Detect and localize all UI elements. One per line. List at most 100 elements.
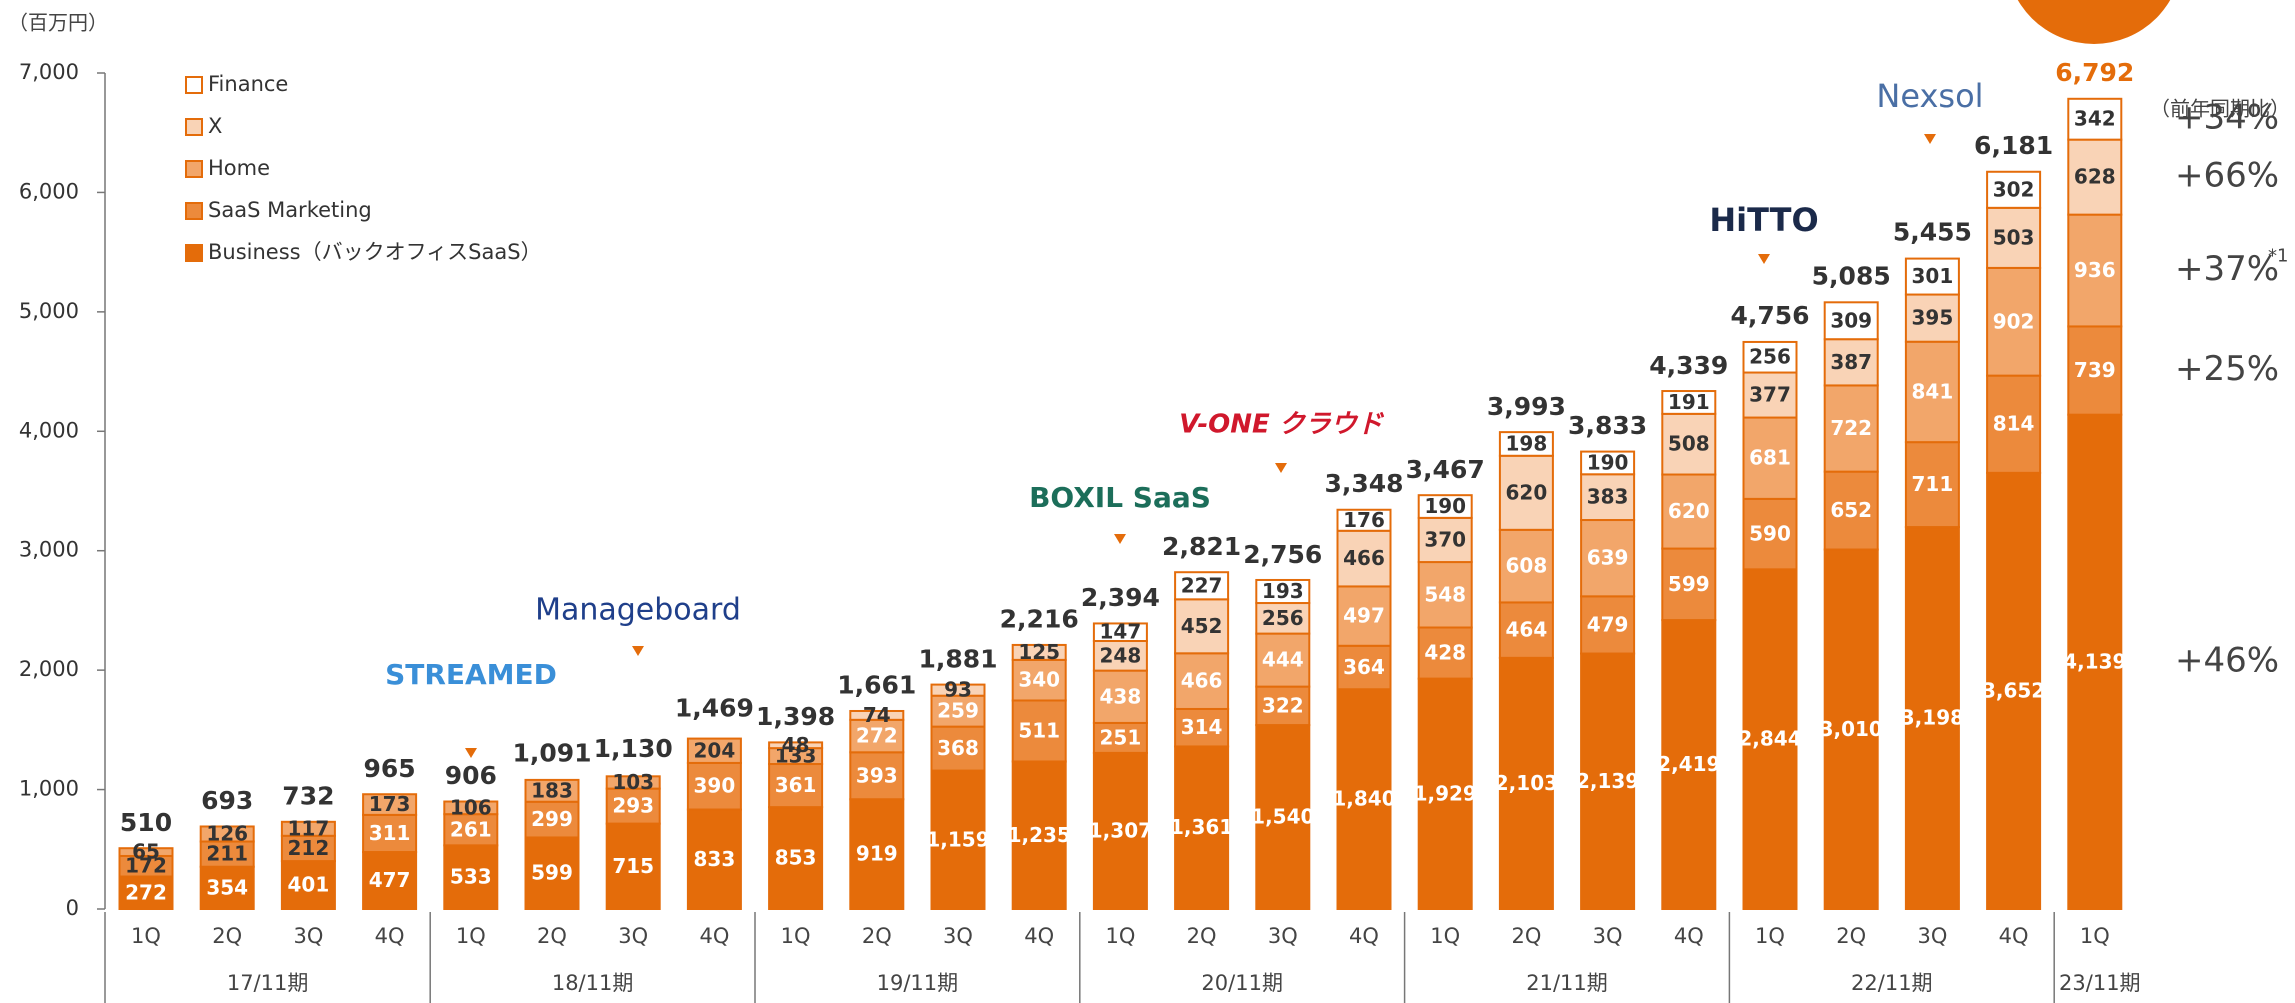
group-label: 17/11期 <box>227 971 309 995</box>
segment-label: 438 <box>1100 684 1142 708</box>
bar-segment <box>280 820 336 837</box>
x-tick-label: 1Q <box>2080 924 2110 948</box>
bar-segment <box>1823 301 1879 341</box>
growth-rate: +34% <box>2175 98 2279 138</box>
logo-arrow <box>1758 254 1770 264</box>
total-label: 1,398 <box>756 702 835 731</box>
bar-segment <box>2067 97 2123 141</box>
segment-label: 48 <box>782 733 810 757</box>
bar-segment <box>1011 658 1067 702</box>
total-label: 906 <box>445 761 497 790</box>
segment-label: 191 <box>1668 390 1710 414</box>
bar-segment <box>1661 473 1717 550</box>
group-label: 23/11期 <box>2059 971 2141 995</box>
x-tick-label: 4Q <box>1349 924 1379 948</box>
y-tick-label: 6,000 <box>19 179 79 203</box>
segment-label: 147 <box>1100 620 1142 644</box>
bar-segment <box>1986 170 2042 209</box>
segment-label: 3,198 <box>1901 706 1964 730</box>
segment-label: 390 <box>694 774 736 798</box>
segment-label: 322 <box>1262 693 1304 717</box>
total-label: 6,792 <box>2055 58 2134 87</box>
total-label: 2,216 <box>1000 604 1079 633</box>
x-tick-label: 2Q <box>212 924 242 948</box>
bar-segment <box>1498 601 1554 659</box>
bar-segment <box>1174 598 1230 655</box>
segment-label: 715 <box>612 854 654 878</box>
segment-label: 652 <box>1830 498 1872 522</box>
segment-label: 919 <box>856 842 898 866</box>
bar-segment <box>1904 293 1960 343</box>
segment-label: 497 <box>1343 604 1385 628</box>
total-label: 3,833 <box>1568 411 1647 440</box>
segment-label: 198 <box>1506 431 1548 455</box>
total-label: 693 <box>201 786 253 815</box>
segment-label: 74 <box>863 703 891 727</box>
segment-label: 259 <box>937 699 979 723</box>
bar-segment <box>1661 412 1717 476</box>
legend-swatch <box>185 202 203 220</box>
segment-label: 3,652 <box>1982 678 2045 702</box>
bar-segment <box>1417 677 1473 911</box>
segment-label: 401 <box>288 873 330 897</box>
bar-segment <box>1255 632 1311 688</box>
total-label: 4,339 <box>1649 351 1728 380</box>
bar-segment <box>1986 206 2042 269</box>
x-tick-label: 1Q <box>131 924 161 948</box>
segment-label: 251 <box>1100 725 1142 749</box>
segment-label: 466 <box>1343 546 1385 570</box>
segment-label: 444 <box>1262 648 1304 672</box>
segment-label: 211 <box>206 842 248 866</box>
segment-label: 548 <box>1424 582 1466 606</box>
legend-label: Finance <box>208 72 288 96</box>
bar-segment <box>1823 470 1879 551</box>
service-logo: BOXIL SaaS <box>1029 481 1211 514</box>
segment-label: 293 <box>612 794 654 818</box>
bar-segment <box>1823 384 1879 473</box>
bar-segment <box>768 763 824 809</box>
bar-segment <box>605 775 661 790</box>
growth-rate: +25% <box>2175 349 2279 389</box>
bar-segment <box>1742 568 1798 910</box>
total-label: 965 <box>364 754 416 783</box>
segment-label: 106 <box>450 795 492 819</box>
y-tick-label: 0 <box>66 896 79 920</box>
segment-label: 370 <box>1424 527 1466 551</box>
bar-segment <box>362 793 418 816</box>
total-label: 3,467 <box>1406 455 1485 484</box>
bar-segment <box>1498 656 1554 911</box>
growth-rate: +66% <box>2175 156 2279 196</box>
segment-label: 628 <box>2074 165 2116 189</box>
y-tick-label: 2,000 <box>19 657 79 681</box>
bar-segment <box>1661 390 1717 415</box>
x-tick-label: 2Q <box>1836 924 1866 948</box>
total-label: 1,091 <box>512 739 591 768</box>
group-label: 19/11期 <box>877 971 959 995</box>
x-tick-label: 1Q <box>1430 924 1460 948</box>
bar-segment <box>1580 519 1636 598</box>
bar-segment <box>1417 626 1473 680</box>
bar-segment <box>1255 724 1311 911</box>
segment-label: 393 <box>856 763 898 787</box>
legend-swatch <box>185 160 203 178</box>
segment-label: 387 <box>1830 350 1872 374</box>
total-label: 510 <box>120 808 172 837</box>
segment-label: 599 <box>531 861 573 885</box>
bar-segment <box>1580 652 1636 911</box>
segment-label: 256 <box>1749 345 1791 369</box>
x-tick-label: 2Q <box>537 924 567 948</box>
segment-label: 452 <box>1181 614 1223 638</box>
legend-swatch <box>185 76 203 94</box>
segment-label: 841 <box>1912 379 1954 403</box>
x-tick-label: 3Q <box>1917 924 1947 948</box>
bar-segment <box>1580 473 1636 522</box>
bar-segment <box>1336 585 1392 647</box>
segment-label: 361 <box>775 773 817 797</box>
bar-segment <box>1742 371 1798 419</box>
bar-segment <box>849 709 905 721</box>
segment-label: 2,139 <box>1576 769 1639 793</box>
bar-segment <box>1904 257 1960 296</box>
x-tick-label: 1Q <box>1755 924 1785 948</box>
segment-label: 853 <box>775 846 817 870</box>
